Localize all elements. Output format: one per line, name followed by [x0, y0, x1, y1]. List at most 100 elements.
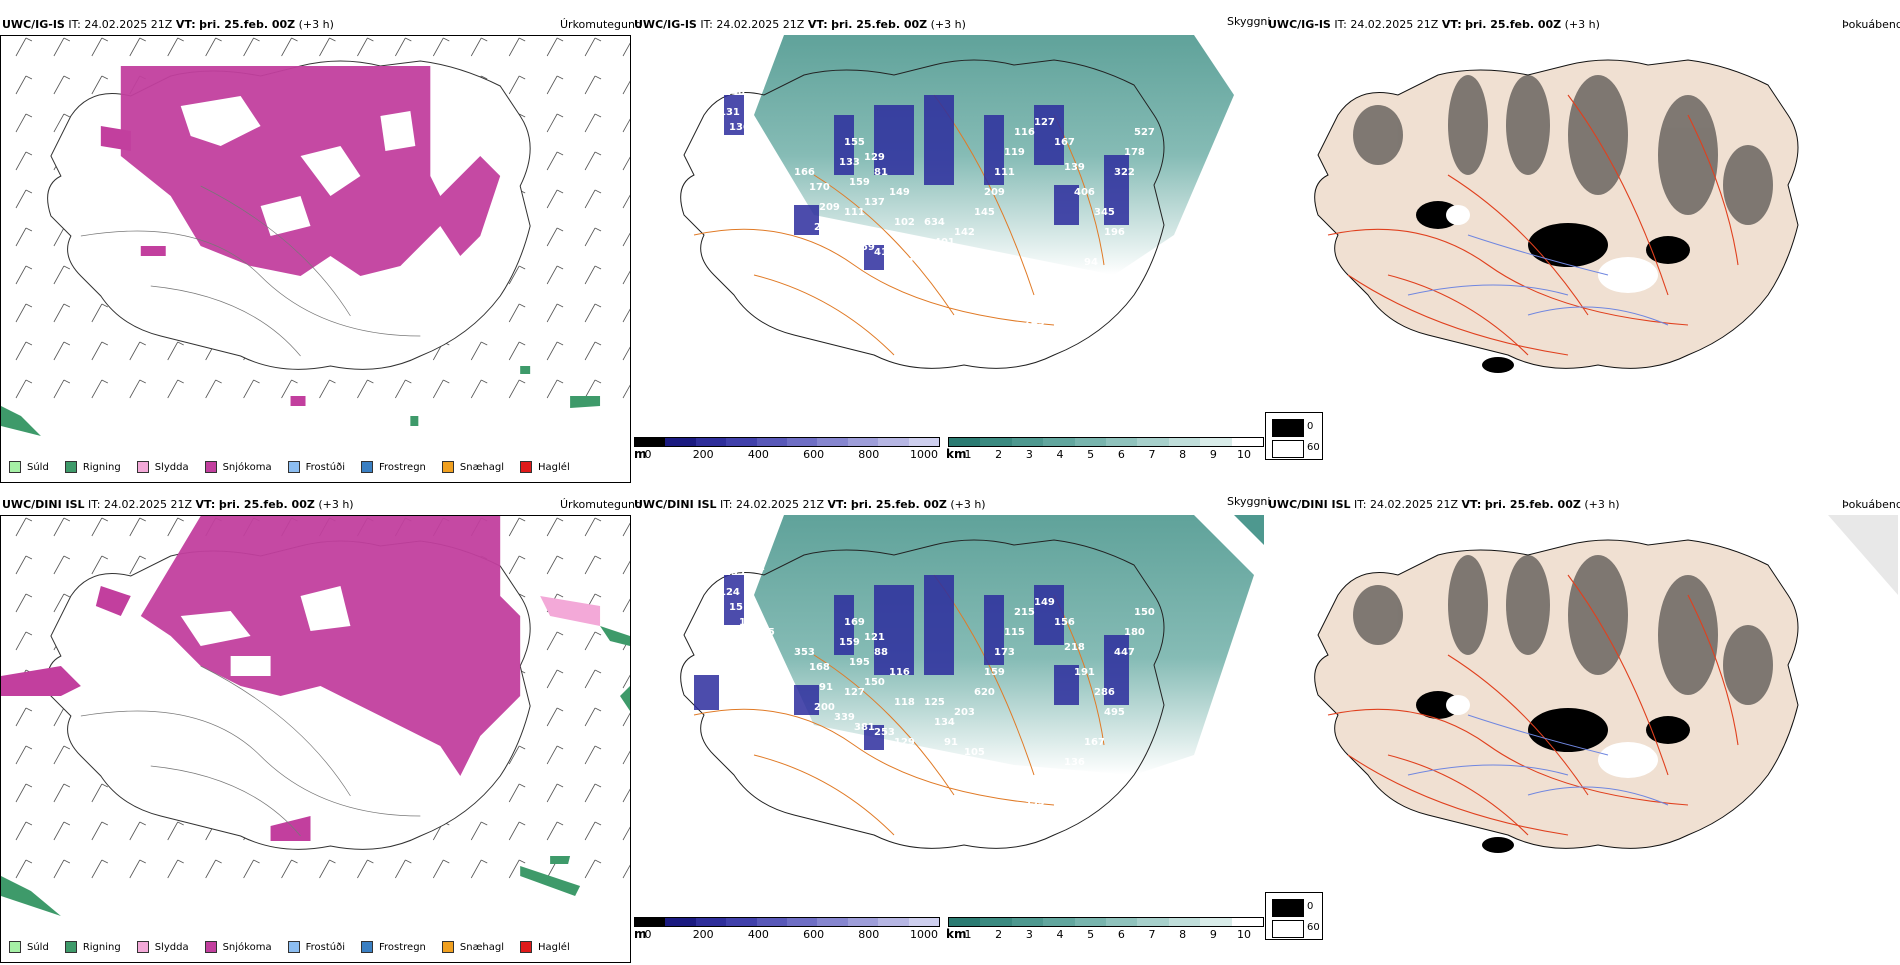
colorbar-cell	[1011, 438, 1044, 446]
colorbar-tick: 400	[747, 928, 769, 941]
cloud-base-label: 94	[1084, 257, 1098, 268]
cloud-base-label: 32	[884, 887, 898, 898]
visibility-title: Skyggni	[1227, 495, 1271, 508]
legend-label: Haglél	[538, 941, 570, 953]
legend-label: Snjókoma	[222, 941, 272, 953]
cloud-base-label: 143	[744, 82, 765, 93]
colorbar-cell	[817, 918, 848, 926]
colorbar-cell	[878, 918, 909, 926]
cloud-base-label: 203	[954, 707, 975, 718]
cloud-base-label: 223	[754, 647, 775, 658]
legend-label: Súld	[27, 941, 49, 953]
legend-swatch	[136, 941, 149, 953]
colorbar-cell	[1074, 918, 1107, 926]
legend-label: Súld	[27, 461, 49, 473]
legend-label: Rigning	[82, 461, 121, 473]
fog-key-dark-value: 0	[1307, 421, 1314, 432]
visibility-ticks: 1 2 3 4 5 6 7 8 9 10	[965, 928, 1252, 942]
cloud-base-label: 139	[1064, 162, 1085, 173]
colorbar-tick: 7	[1148, 448, 1156, 461]
cloud-base-label: 105	[964, 747, 985, 758]
legend-swatch	[361, 941, 373, 953]
cloud-base-label: 146	[724, 87, 745, 98]
colorbar-cell	[908, 438, 940, 446]
cloud-base-label: 118	[894, 697, 915, 708]
precip-frame: Súld Rigning Slydda Snjókoma Frostúði Frostre…	[0, 35, 631, 483]
cloud-base-label: 91	[944, 737, 958, 748]
colorbar-tick: 1000	[910, 928, 938, 941]
cloud-header: UWC/DINI ISL IT: 24.02.2025 21Z VT: þri.…	[634, 498, 986, 511]
legend-label: Frostúði	[305, 941, 345, 953]
colorbar-tick: 1000	[910, 448, 938, 461]
colorbar-cell	[1043, 438, 1075, 446]
cloud-base-label: 151	[744, 562, 765, 573]
colorbar-tick: 6	[1117, 448, 1125, 461]
colorbar-cell	[847, 918, 879, 926]
cloud-base-label: 218	[1064, 642, 1085, 653]
colorbar-cell	[1137, 438, 1169, 446]
colorbar-cell	[1231, 918, 1264, 926]
cloud-base-label: 259	[1044, 297, 1065, 308]
cloud-ticks: 0 200 400 600 800 1000	[645, 448, 939, 462]
cloud-base-label: 129	[894, 737, 915, 748]
colorbar-cell	[1200, 918, 1232, 926]
legend-item: Snæhagl	[441, 461, 504, 473]
colorbar-cell	[1106, 918, 1138, 926]
legend-swatch	[9, 461, 21, 473]
cloud-base-label: 209	[984, 187, 1005, 198]
colorbar-tick: 2	[995, 448, 1003, 461]
cloud-base-label: 253	[874, 727, 895, 738]
cloud-base-label: 149	[889, 187, 910, 198]
colorbar-tick: 8	[1179, 448, 1187, 461]
precip-legend: Súld Rigning Slydda Snjókoma Frostúði Frostre…	[3, 935, 580, 959]
legend-swatch	[204, 461, 217, 473]
cloud-vis-map: 155 151 124 151 117 685 223 302 353 168 169 159 195 1…	[634, 515, 1264, 913]
legend-label: Frostregn	[379, 941, 426, 953]
legend-item: Rigning	[64, 941, 121, 953]
legend-swatch	[520, 461, 533, 473]
cloud-base-label: 215	[1014, 607, 1035, 618]
colorbar-tick: 5	[1087, 448, 1095, 461]
colorbar-tick: 4	[1056, 448, 1064, 461]
visibility-title: Skyggni	[1227, 15, 1271, 28]
cloud-base-label: 142	[954, 227, 975, 238]
cloud-base-label: 149	[1034, 597, 1055, 608]
cloud-base-label: 59	[934, 827, 948, 838]
cloud-base-label: 131	[739, 137, 760, 148]
fog-key: 0 60	[1265, 892, 1323, 940]
cloud-base-label: 111	[844, 207, 865, 218]
cloud-colorbar	[634, 917, 940, 927]
cloud-base-label: 223	[904, 387, 925, 398]
legend-label: Frostúði	[305, 461, 345, 473]
colorbar-cell	[787, 438, 818, 446]
colorbar-tick: 800	[858, 448, 880, 461]
visibility-colorbar	[948, 917, 1264, 927]
legend-swatch	[287, 461, 300, 473]
colorbar-cell	[949, 918, 981, 926]
legend-item: Slydda	[136, 941, 189, 953]
legend-swatch	[361, 461, 373, 473]
fog-key: 0 60	[1265, 412, 1323, 460]
fog-key-dark-value: 0	[1307, 901, 1314, 912]
cloud-base-label: 119	[954, 367, 975, 378]
cloud-base-label: 88	[874, 647, 888, 658]
colorbar-cell	[908, 918, 940, 926]
cloud-base-label: 286	[1004, 817, 1025, 828]
precip-type-title: Úrkomutegund	[560, 498, 642, 511]
colorbar-cell	[1074, 438, 1107, 446]
cloud-base-label: 286	[1094, 687, 1115, 698]
colorbar-tick: 4	[1056, 928, 1064, 941]
legend-swatch	[441, 461, 454, 473]
cloud-base-label: 345	[1094, 207, 1115, 218]
colorbar-tick: 6	[1117, 928, 1125, 941]
fog-key-dark-swatch	[1272, 899, 1304, 917]
visibility-unit: km	[946, 447, 967, 461]
cloud-base-label: 124	[719, 587, 740, 598]
cloud-base-label: 117	[739, 617, 760, 628]
cloud-base-label: 284	[814, 222, 835, 233]
colorbar-cell	[695, 918, 727, 926]
cloud-base-label: 116	[1014, 127, 1035, 138]
cloud-base-label: 129	[864, 152, 885, 163]
fog-key-light-swatch	[1272, 440, 1304, 458]
colorbar-cell	[980, 438, 1012, 446]
